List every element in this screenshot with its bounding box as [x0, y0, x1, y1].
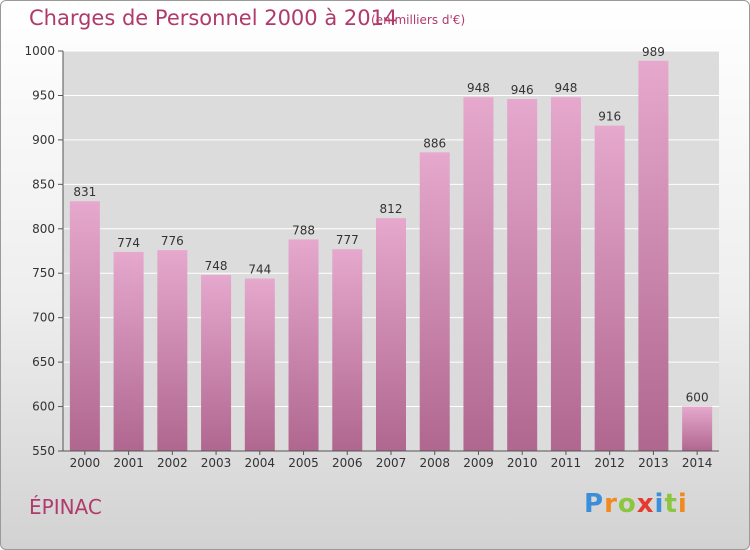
data-label-2012: 916	[598, 110, 621, 124]
bar-2001	[113, 251, 144, 451]
logo-letter: i	[677, 489, 688, 519]
data-label-2013: 989	[642, 45, 665, 59]
logo-letter: i	[654, 489, 665, 519]
axes: 550 600 650 700 750 800 850 900 950 1000 2000 2001 2…	[24, 44, 719, 470]
bar-2010	[507, 99, 538, 451]
data-label-2004: 744	[248, 263, 271, 277]
chart-subtitle: (en milliers d'€)	[371, 13, 466, 27]
bar-2012	[594, 125, 625, 452]
x-tick-label: 2003	[201, 456, 232, 470]
y-tick-label: 700	[32, 311, 55, 325]
x-tick-label: 2007	[376, 456, 407, 470]
y-tick-label: 900	[32, 133, 55, 147]
x-tick-label: 2005	[288, 456, 319, 470]
x-tick-label: 2014	[682, 456, 713, 470]
x-tick-label: 2002	[157, 456, 188, 470]
bar-2000	[69, 201, 100, 451]
x-tick-label: 2004	[245, 456, 276, 470]
data-label-2001: 774	[117, 236, 140, 250]
chart-title: Charges de Personnel 2000 à 2014	[29, 6, 398, 30]
y-tick-label: 600	[32, 400, 55, 414]
x-tick-label: 2001	[113, 456, 144, 470]
data-label-2002: 776	[161, 234, 184, 248]
x-tick-label: 2011	[551, 456, 582, 470]
data-label-2006: 777	[336, 233, 359, 247]
bar-2014	[682, 406, 713, 451]
y-tick-label: 1000	[24, 44, 55, 58]
data-label-2010: 946	[511, 83, 534, 97]
commune-name: ÉPINAC	[29, 495, 102, 519]
bars: 831 774 776 748 744 788 777 812 886 948 946 948 916 9…	[69, 45, 713, 452]
x-tick-label: 2008	[419, 456, 450, 470]
x-tick-label: 2010	[507, 456, 538, 470]
bar-2008	[419, 152, 450, 452]
data-label-2009: 948	[467, 81, 490, 95]
data-label-2003: 748	[205, 259, 228, 273]
data-label-2008: 886	[423, 136, 446, 150]
y-tick-label: 800	[32, 222, 55, 236]
y-tick-label: 850	[32, 177, 55, 191]
y-tick-label: 550	[32, 444, 55, 458]
y-tick-label: 750	[32, 266, 55, 280]
data-label-2000: 831	[73, 185, 96, 199]
x-tick-label: 2000	[70, 456, 101, 470]
y-tick-label: 650	[32, 355, 55, 369]
bar-2003	[201, 275, 232, 451]
data-label-2005: 788	[292, 223, 315, 237]
bar-2002	[157, 250, 188, 451]
data-label-2011: 948	[554, 81, 577, 95]
bar-2007	[376, 218, 406, 451]
data-label-2014: 600	[686, 391, 709, 405]
bar-2009	[463, 97, 494, 451]
x-tick-label: 2006	[332, 456, 363, 470]
bar-2011	[550, 97, 581, 451]
bar-2005	[288, 239, 319, 451]
x-tick-label: 2013	[638, 456, 669, 470]
logo-letter: P	[584, 489, 605, 519]
x-tick-label: 2009	[463, 456, 494, 470]
bar-2006	[332, 249, 363, 451]
logo-letter: r	[604, 489, 618, 519]
data-label-2007: 812	[380, 202, 403, 216]
logo-letter: x	[636, 489, 655, 519]
proxiti-logo: Proxiti	[584, 489, 688, 519]
y-tick-label: 950	[32, 88, 55, 102]
logo-letter: t	[664, 489, 678, 519]
x-tick-label: 2012	[594, 456, 625, 470]
bar-2013	[638, 60, 669, 452]
logo-letter: o	[617, 489, 637, 519]
bar-2004	[244, 278, 275, 451]
